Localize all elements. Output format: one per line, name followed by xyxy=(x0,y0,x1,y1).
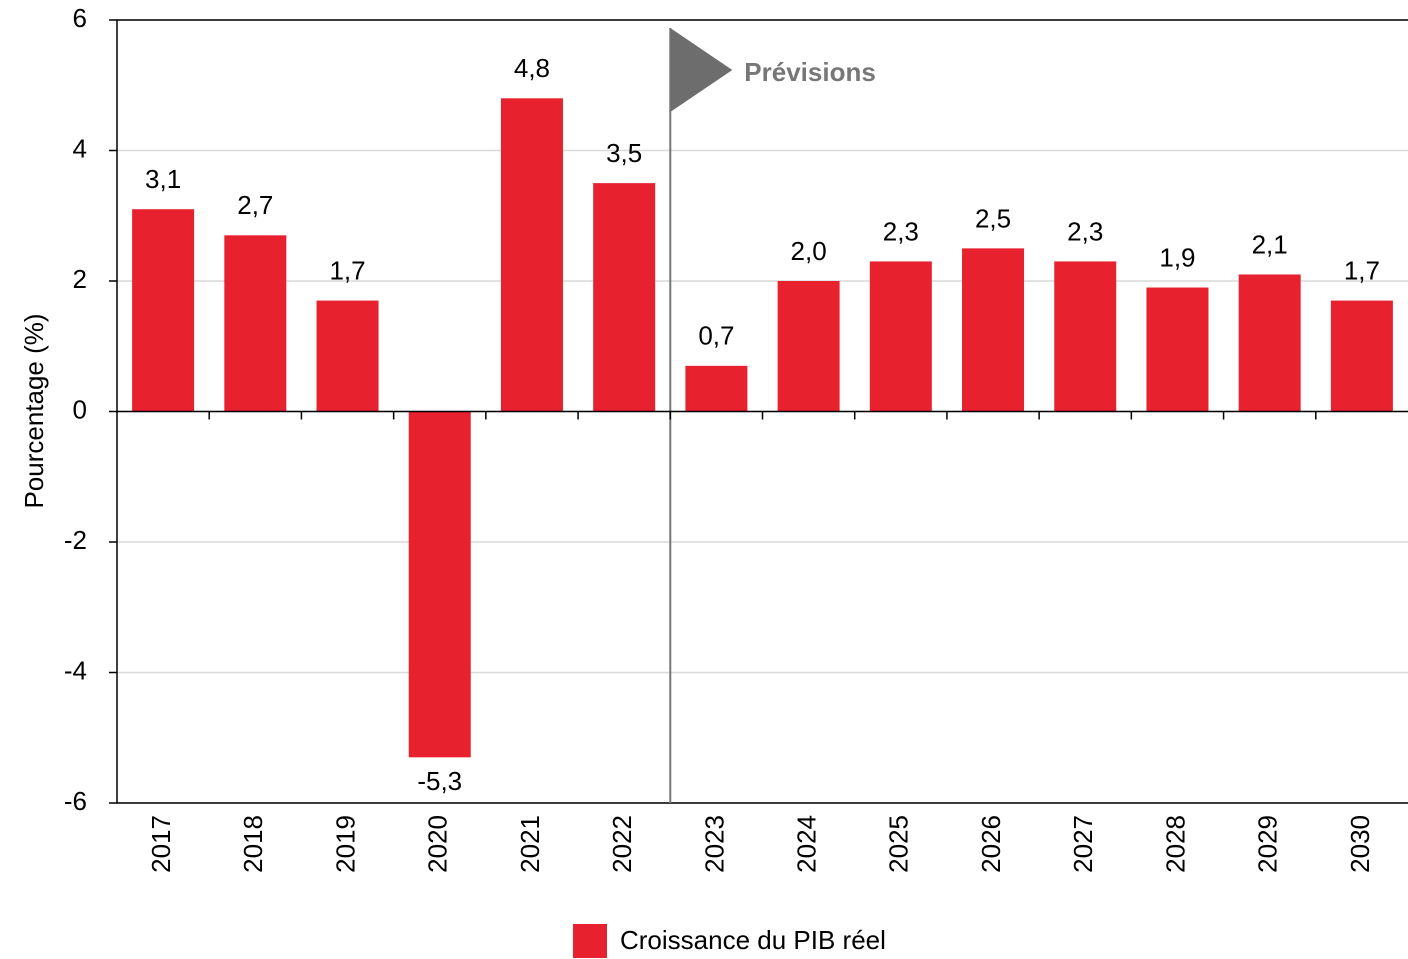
annotation: Prévisions xyxy=(744,57,876,87)
bar xyxy=(1146,287,1209,412)
y-tick-label: 4 xyxy=(73,133,87,163)
value-label: 2,1 xyxy=(1252,229,1288,259)
y-tick-label: -6 xyxy=(64,786,87,816)
bar xyxy=(408,411,471,758)
legend-swatch xyxy=(573,924,607,958)
y-tick-label: -4 xyxy=(64,655,87,685)
value-label: 0,7 xyxy=(698,321,734,351)
bar xyxy=(593,183,656,412)
value-label: 3,5 xyxy=(606,138,642,168)
value-label: 2,3 xyxy=(883,216,919,246)
value-label: 2,3 xyxy=(1067,216,1103,246)
value-label: 4,8 xyxy=(514,53,550,83)
x-tick-label: 2023 xyxy=(699,815,729,873)
x-tick-label: 2025 xyxy=(884,815,914,873)
forecast-flag xyxy=(670,28,733,112)
bar xyxy=(869,261,932,412)
bar xyxy=(500,98,563,412)
x-tick-label: 2021 xyxy=(515,815,545,873)
y-tick-label: 2 xyxy=(73,264,87,294)
x-tick-label: 2030 xyxy=(1345,815,1375,873)
bar xyxy=(132,209,195,412)
x-tick-label: 2026 xyxy=(976,815,1006,873)
value-label: -5,3 xyxy=(417,766,462,796)
x-tick-label: 2028 xyxy=(1160,815,1190,873)
value-label: 1,9 xyxy=(1159,242,1195,272)
bar xyxy=(777,281,840,412)
y-axis-label: Pourcentage (%) xyxy=(19,313,49,508)
x-tick-label: 2024 xyxy=(791,815,821,873)
x-tick-label: 2029 xyxy=(1253,815,1283,873)
x-tick-label: 2019 xyxy=(330,815,360,873)
x-tick-label: 2020 xyxy=(423,815,453,873)
value-label: 3,1 xyxy=(145,164,181,194)
value-label: 2,0 xyxy=(791,236,827,266)
bar xyxy=(962,248,1025,412)
value-label: 1,7 xyxy=(329,255,365,285)
y-tick-label: 0 xyxy=(73,394,87,424)
legend-label: Croissance du PIB réel xyxy=(620,925,886,955)
value-label: 2,5 xyxy=(975,203,1011,233)
bar xyxy=(1238,274,1301,412)
x-tick-label: 2027 xyxy=(1068,815,1098,873)
x-tick-label: 2018 xyxy=(238,815,268,873)
x-tick-label: 2017 xyxy=(146,815,176,873)
value-label: 2,7 xyxy=(237,190,273,220)
bar xyxy=(316,300,379,412)
bar xyxy=(224,235,287,412)
x-tick-label: 2022 xyxy=(607,815,637,873)
y-tick-label: 6 xyxy=(73,3,87,33)
bar xyxy=(1330,300,1393,412)
bar xyxy=(1054,261,1117,412)
y-tick-label: -2 xyxy=(64,525,87,555)
bar xyxy=(685,365,748,412)
value-label: 1,7 xyxy=(1344,255,1380,285)
